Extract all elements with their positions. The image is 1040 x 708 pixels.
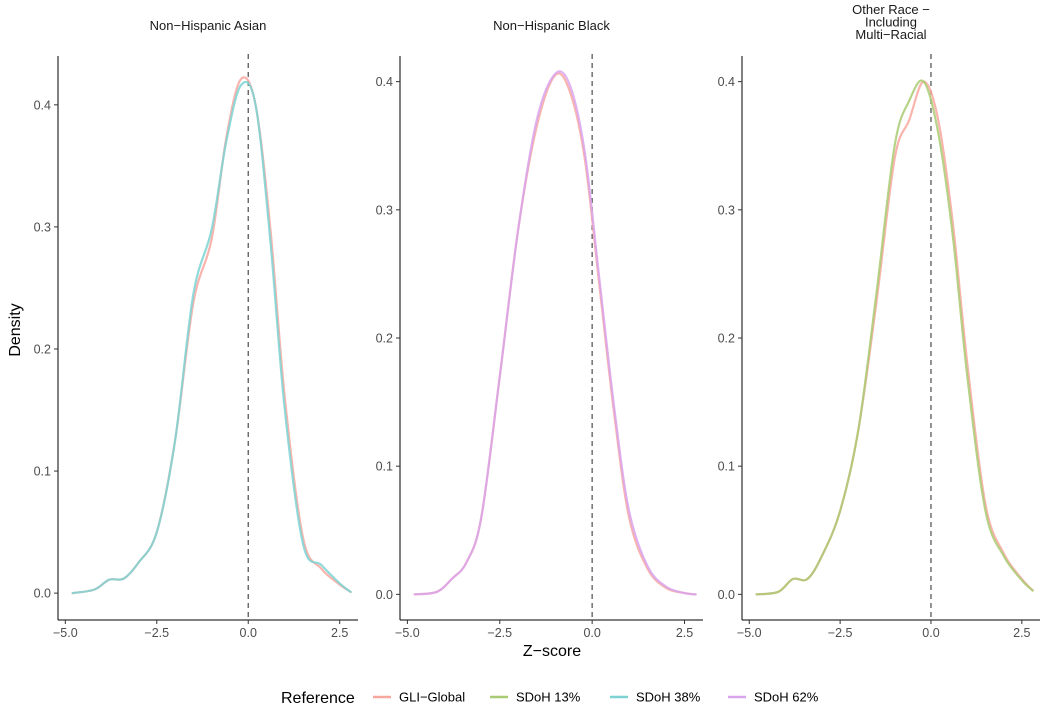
- x-axis-label: Z−score: [523, 643, 581, 660]
- legend-entry: SDoH 38%: [610, 690, 701, 705]
- legend-label: SDoH 38%: [636, 690, 701, 705]
- panel-title: Non−Hispanic Black: [493, 18, 610, 33]
- legend: Reference GLI−Global SDoH 13% SDoH 38% SDoH…: [281, 690, 819, 708]
- panels-layer: Non−Hispanic Asian 0.0 0.1 0.2 0.3 0.4 −5.0 −2.…: [34, 2, 1040, 640]
- density-line: [755, 80, 1034, 596]
- panel-title: Multi−Racial: [855, 27, 926, 42]
- y-tick-label: 0.0: [718, 588, 735, 602]
- legend-label: SDoH 13%: [516, 690, 581, 705]
- x-tick-label: 2.5: [1013, 626, 1030, 640]
- legend-title: Reference: [281, 690, 355, 707]
- density-line: [71, 76, 352, 595]
- y-tick-label: 0.1: [34, 465, 51, 479]
- y-tick-label: 0.3: [376, 203, 393, 217]
- y-tick-label: 0.3: [34, 220, 51, 234]
- panel: Non−Hispanic Asian 0.0 0.1 0.2 0.3 0.4 −5.0 −2.…: [34, 18, 358, 640]
- legend-entries: GLI−Global SDoH 13% SDoH 38% SDoH 62%: [373, 690, 819, 705]
- x-tick-label: 2.5: [676, 626, 693, 640]
- y-axis-label: Density: [7, 303, 24, 356]
- panel-title: Including: [865, 15, 917, 30]
- legend-entry: GLI−Global: [373, 690, 465, 705]
- legend-entry: SDoH 13%: [490, 690, 581, 705]
- density-line: [413, 72, 697, 596]
- x-tick-label: −5.0: [737, 626, 762, 640]
- y-tick-label: 0.0: [34, 587, 51, 601]
- x-tick-label: 0.0: [240, 626, 257, 640]
- density-line: [71, 80, 352, 595]
- x-tick-label: 0.0: [583, 626, 600, 640]
- x-tick-label: −2.5: [487, 626, 512, 640]
- x-tick-label: −5.0: [53, 626, 78, 640]
- panel: Non−Hispanic Black 0.0 0.1 0.2 0.3 0.4 −5.0 −2.…: [376, 18, 703, 640]
- legend-entry: SDoH 62%: [728, 690, 819, 705]
- y-tick-label: 0.2: [34, 342, 51, 356]
- density-line: [413, 70, 697, 596]
- x-tick-label: −5.0: [395, 626, 420, 640]
- x-tick-label: −2.5: [144, 626, 169, 640]
- legend-label: SDoH 62%: [754, 690, 819, 705]
- y-tick-label: 0.2: [718, 332, 735, 346]
- y-tick-label: 0.3: [718, 203, 735, 217]
- x-tick-label: 0.0: [922, 626, 939, 640]
- panel-title: Non−Hispanic Asian: [150, 18, 267, 33]
- y-tick-label: 0.1: [718, 460, 735, 474]
- density-line: [755, 79, 1034, 596]
- panel-title: Other Race −: [852, 2, 930, 17]
- y-tick-label: 0.4: [718, 75, 735, 89]
- legend-label: GLI−Global: [399, 690, 465, 705]
- y-tick-label: 0.0: [376, 588, 393, 602]
- x-tick-label: −2.5: [828, 626, 853, 640]
- x-tick-label: 2.5: [331, 626, 348, 640]
- y-tick-label: 0.1: [376, 460, 393, 474]
- y-tick-label: 0.4: [376, 75, 393, 89]
- y-tick-label: 0.4: [34, 98, 51, 112]
- y-tick-label: 0.2: [376, 332, 393, 346]
